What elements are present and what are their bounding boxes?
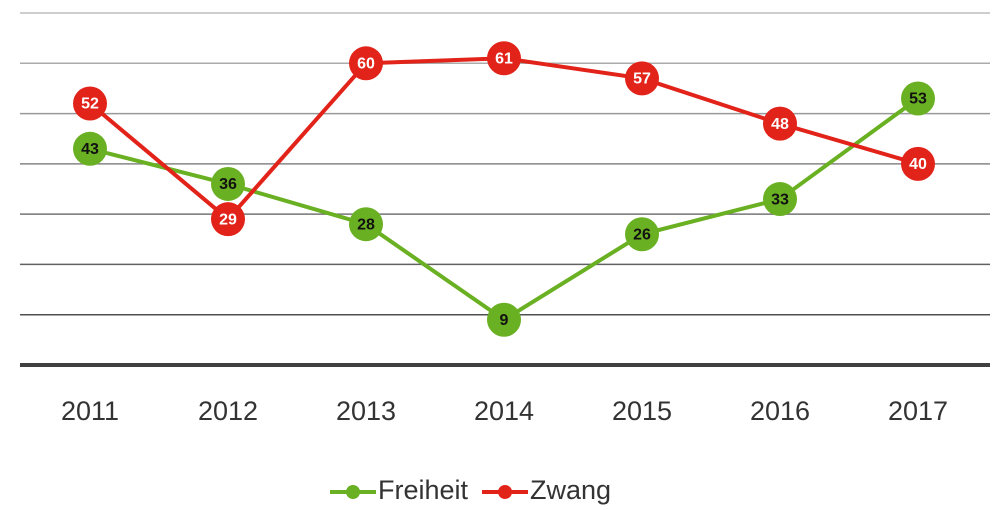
point bbox=[901, 81, 935, 116]
x-tick-label: 2012 bbox=[198, 396, 258, 426]
point bbox=[625, 61, 659, 96]
legend-label: Zwang bbox=[530, 475, 611, 505]
point bbox=[487, 302, 521, 337]
x-tick-label: 2013 bbox=[336, 396, 396, 426]
data-label: 61 bbox=[495, 50, 513, 67]
x-tick-label: 2017 bbox=[888, 396, 948, 426]
data-label: 9 bbox=[500, 312, 509, 329]
data-label: 36 bbox=[219, 176, 237, 193]
data-label: 33 bbox=[771, 191, 789, 208]
data-label: 40 bbox=[909, 156, 927, 173]
point bbox=[763, 106, 797, 141]
point bbox=[211, 166, 245, 201]
data-label: 29 bbox=[219, 211, 237, 228]
data-label: 43 bbox=[81, 141, 99, 158]
point bbox=[349, 46, 383, 81]
point bbox=[763, 182, 797, 217]
x-tick-label: 2014 bbox=[474, 396, 534, 426]
x-tick-label: 2015 bbox=[612, 396, 672, 426]
legend-label: Freiheit bbox=[378, 475, 469, 505]
point bbox=[73, 131, 107, 166]
x-tick-label: 2016 bbox=[750, 396, 810, 426]
data-label: 26 bbox=[633, 226, 651, 243]
data-label: 28 bbox=[357, 216, 375, 233]
data-label: 48 bbox=[771, 116, 789, 133]
point bbox=[73, 86, 107, 121]
point bbox=[901, 146, 935, 181]
data-label: 53 bbox=[909, 91, 927, 108]
point bbox=[625, 217, 659, 252]
point bbox=[487, 41, 521, 76]
data-label: 57 bbox=[633, 71, 651, 88]
point bbox=[211, 202, 245, 237]
legend-marker bbox=[498, 485, 513, 499]
data-label: 60 bbox=[357, 56, 375, 73]
point bbox=[349, 207, 383, 242]
legend-marker bbox=[346, 485, 360, 499]
data-label: 52 bbox=[81, 96, 99, 113]
x-tick-label: 2011 bbox=[61, 396, 119, 426]
